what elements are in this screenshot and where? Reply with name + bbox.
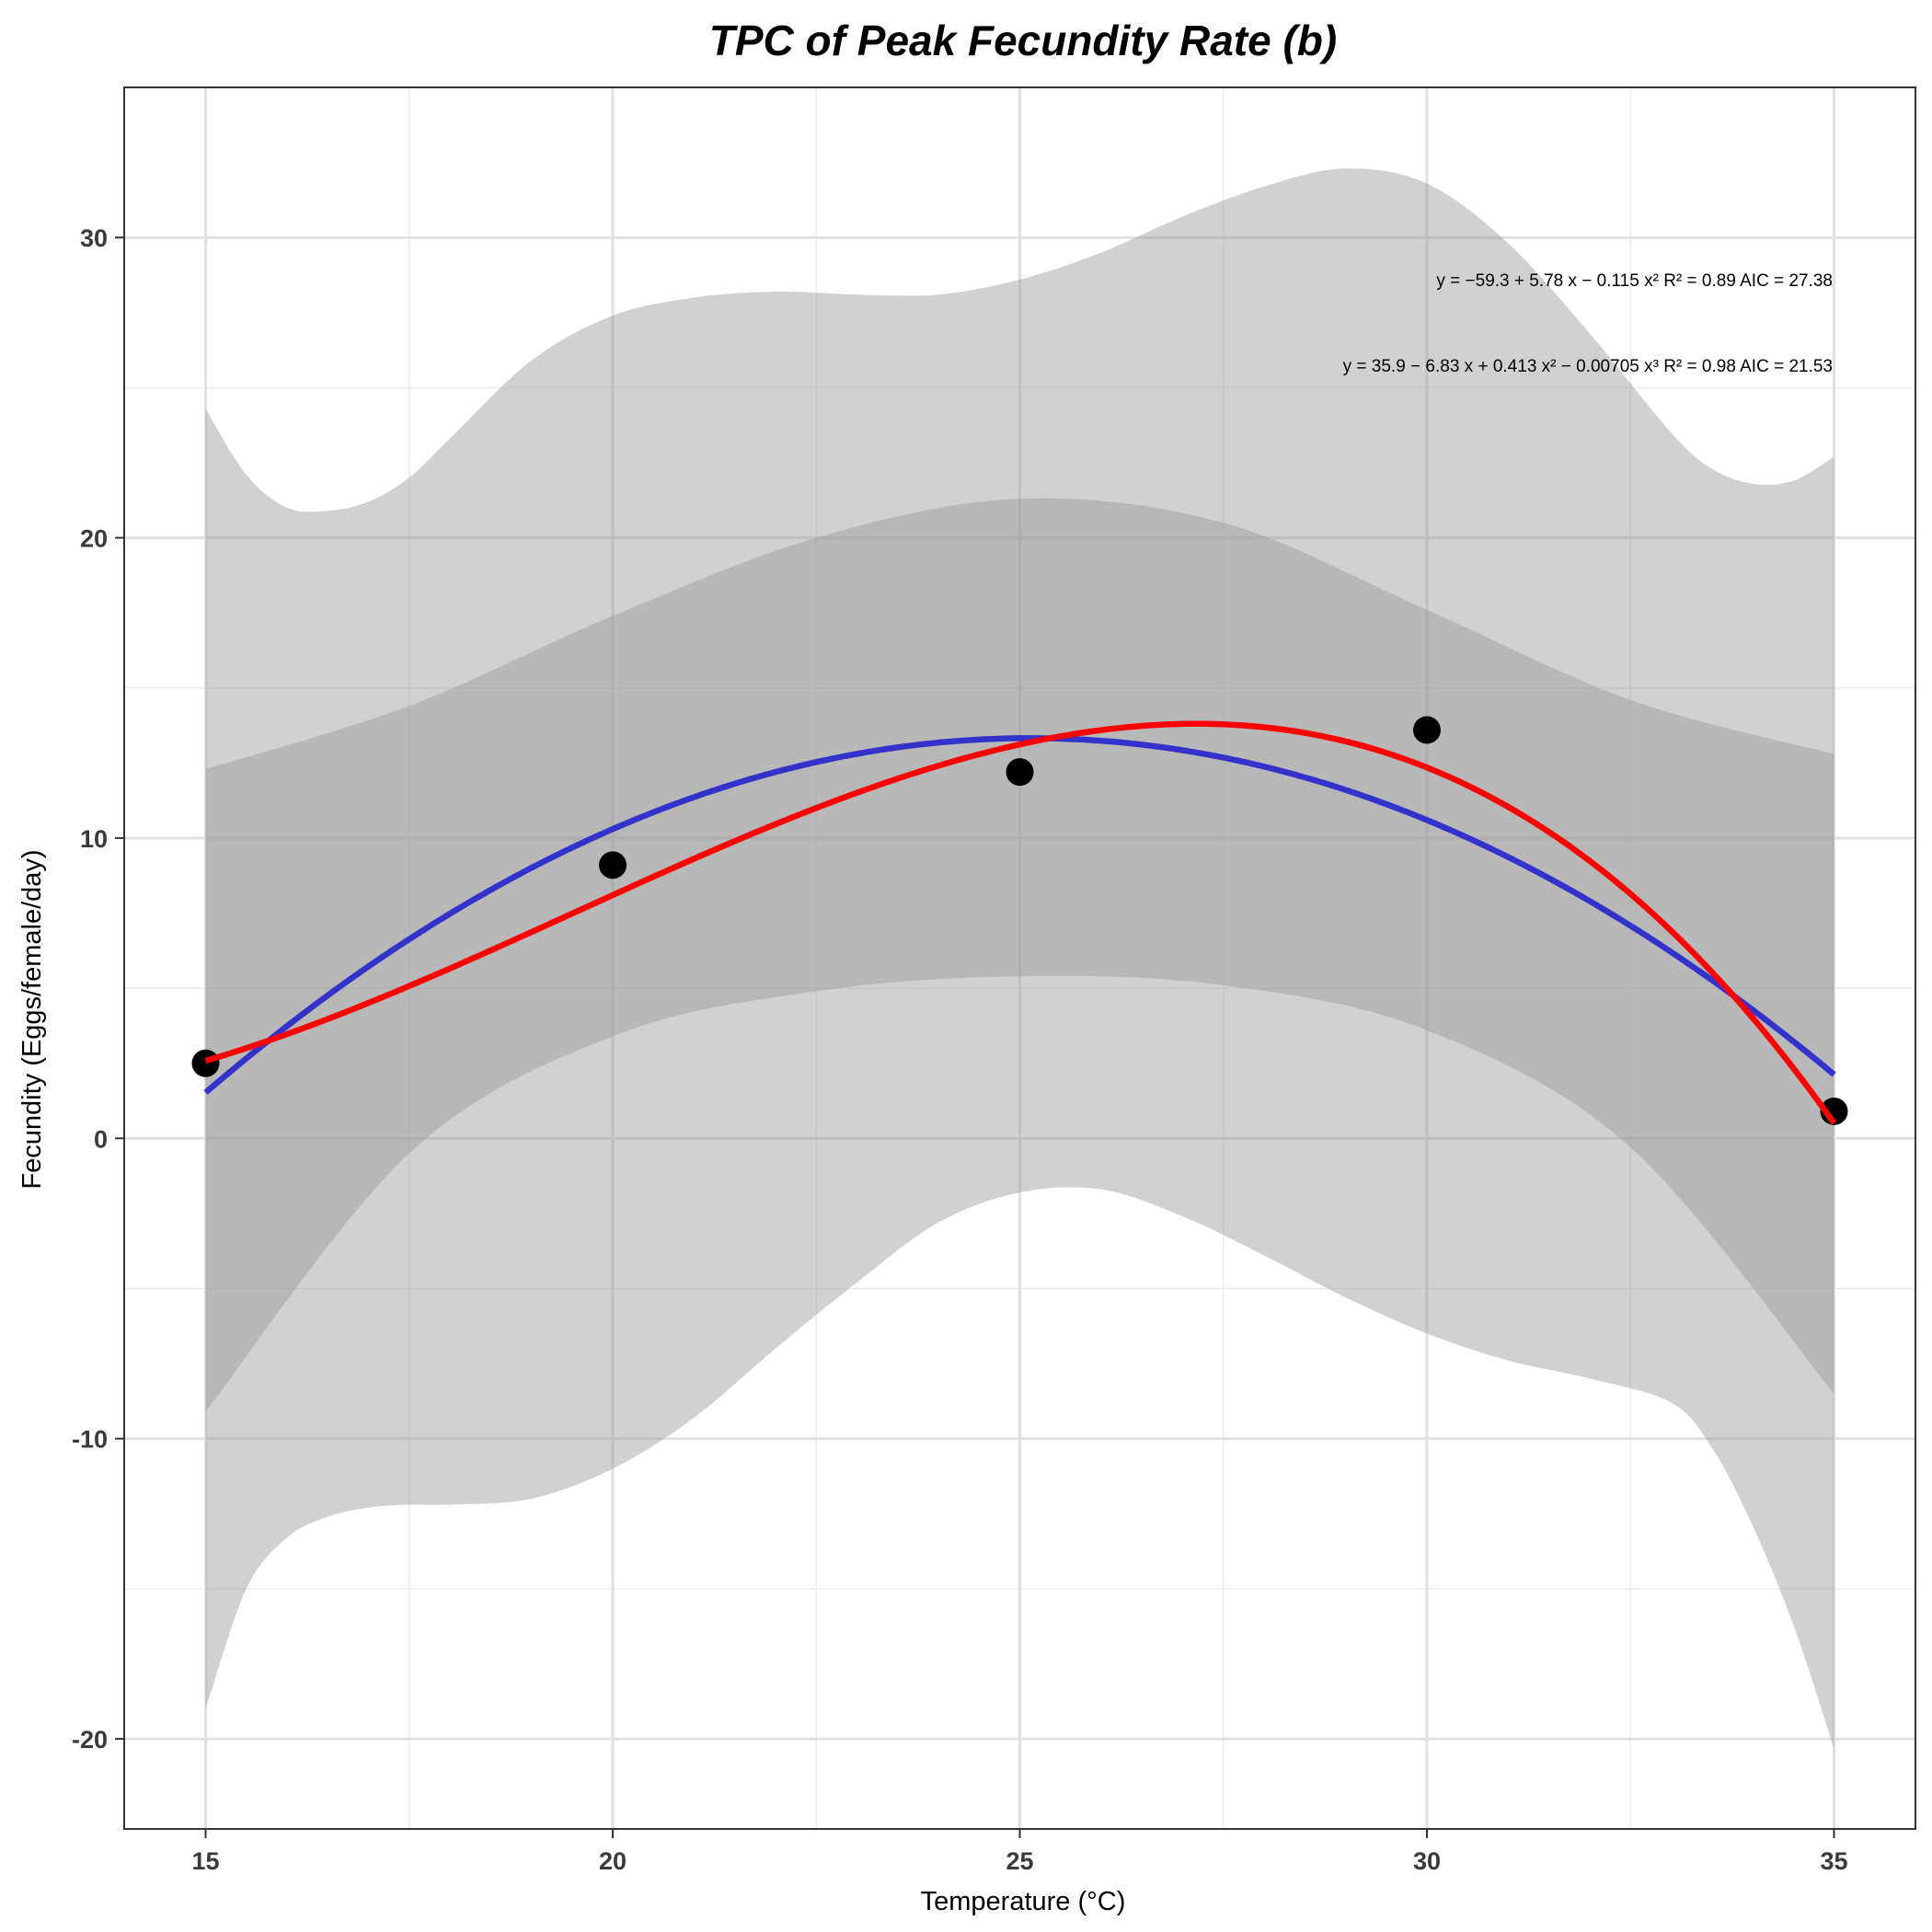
- cubic-confidence-band: [205, 168, 1834, 1748]
- x-tick-label: 30: [1413, 1847, 1441, 1875]
- x-tick-label: 35: [1820, 1847, 1847, 1875]
- data-point: [599, 851, 627, 880]
- x-tick-label: 15: [191, 1847, 219, 1875]
- y-tick-label: 0: [94, 1125, 108, 1153]
- chart-title: TPC of Peak Fecundity Rate (b): [709, 17, 1337, 64]
- y-tick-label: 20: [80, 525, 108, 553]
- cubic-fit-line: [204, 720, 1837, 1125]
- data-point: [191, 1049, 220, 1077]
- quadratic-fit-line: [203, 735, 1836, 1096]
- quadratic-equation-label: y = −59.3 + 5.78 x − 0.115 x² R² = 0.89 …: [1436, 271, 1833, 291]
- y-tick-label: -10: [72, 1426, 108, 1454]
- y-axis-title: Fecundity (Eggs/female/day): [17, 849, 47, 1189]
- y-tick-label: -20: [72, 1726, 108, 1754]
- cubic-equation-label: y = 35.9 − 6.83 x + 0.413 x² − 0.00705 x…: [1343, 357, 1833, 376]
- x-axis-title: Temperature (°C): [921, 1887, 1126, 1916]
- x-tick-label: 20: [599, 1847, 627, 1875]
- data-point: [1006, 758, 1034, 787]
- x-tick-label: 25: [1006, 1847, 1033, 1875]
- data-point: [1413, 716, 1441, 744]
- y-tick-label: 10: [80, 825, 108, 853]
- plot-area: y = −59.3 + 5.78 x − 0.115 x² R² = 0.89 …: [72, 86, 1916, 1875]
- y-tick-label: 30: [80, 224, 108, 252]
